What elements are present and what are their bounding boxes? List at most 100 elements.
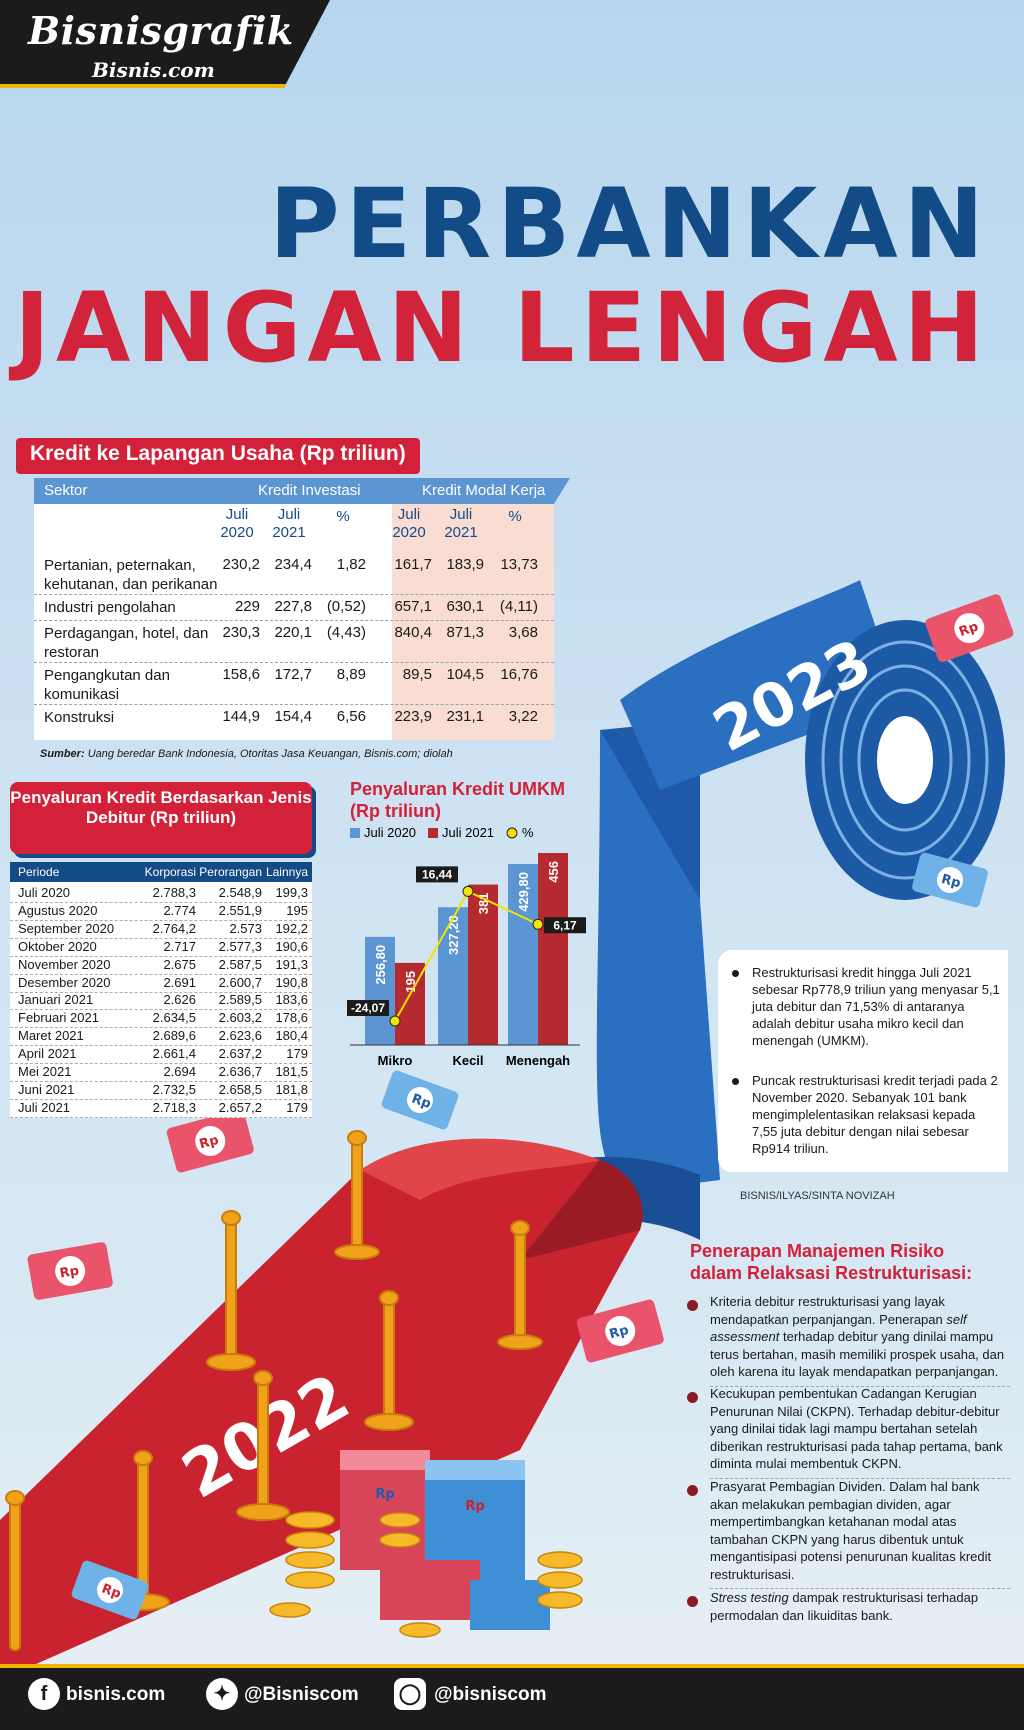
table2-cell: 2.636,7 (218, 1064, 262, 1079)
table2-cell: 2.788,3 (152, 885, 196, 900)
table2-cell: 181,8 (275, 1081, 308, 1097)
table2-cell: 2.764,2 (152, 920, 196, 936)
table1-value: 154,4 (274, 708, 312, 725)
bar-value-label: 195 (403, 971, 418, 993)
facebook-icon[interactable]: f (28, 1678, 60, 1710)
table2-cell: 2.551,9 (218, 902, 262, 918)
note-bullet-1 (732, 970, 739, 977)
table1-value: 16,76 (500, 666, 538, 683)
table2-cell: 2.573 (229, 920, 262, 936)
bar-menengah-2020 (508, 864, 538, 1045)
table1-subheader: Juli 2020 (220, 506, 254, 541)
risk-title-line1: Penerapan Manajemen Risiko (690, 1241, 945, 1261)
table1-value: 13,73 (500, 556, 538, 573)
table1-sektor: Perdagangan, hotel, dan restoran (44, 625, 209, 661)
table2-row-divider (10, 902, 312, 903)
table2-header: Perorangan (199, 865, 262, 879)
table2-cell: 195 (286, 902, 308, 918)
bar-kecil-2021 (468, 884, 498, 1045)
chart-title: Penyaluran Kredit UMKM (Rp triliun) (350, 779, 566, 821)
risk-bullet-2 (687, 1392, 698, 1403)
table1-body-bg (34, 504, 392, 740)
rp-symbol: Rp (198, 1133, 221, 1152)
table1-subheader: Juli 2020 (392, 506, 426, 541)
table1-sektor: Industri pengolahan (44, 599, 176, 616)
table1-value: 183,9 (446, 556, 484, 573)
table2-cell: 2.691 (163, 974, 196, 990)
table1-value: 657,1 (394, 598, 432, 615)
table2-cell: 2.694 (163, 1064, 196, 1079)
table1-value: 630,1 (446, 598, 484, 615)
table1-value: 871,3 (446, 624, 484, 641)
table2-cell: 2.717 (163, 938, 196, 954)
table1-header-sektor: Sektor (44, 482, 88, 499)
table2-cell: Juni 2021 (18, 1081, 75, 1097)
footer-twitter[interactable]: @Bisniscom (244, 1684, 359, 1705)
percent-label: 6,17 (553, 918, 577, 932)
table2-cell: 180,4 (275, 1028, 308, 1044)
table1-value: 229 (234, 598, 260, 615)
table2-cell: 179 (286, 1046, 308, 1062)
money-stacks (269, 1450, 583, 1638)
rp-symbol: Rp (410, 1091, 433, 1112)
table1-value: (4,43) (326, 624, 366, 641)
headline-line2: JANGAN LENGAH (14, 272, 990, 384)
table1-value: 3,22 (508, 708, 538, 725)
category-label: Menengah (506, 1053, 570, 1068)
bar-mikro-2020 (365, 936, 395, 1045)
legend-swatch-juli-2021 (428, 828, 438, 838)
footer-facebook[interactable]: bisnis.com (66, 1684, 166, 1705)
table1-value: 8,89 (336, 666, 366, 683)
category-label: Mikro (378, 1053, 413, 1068)
table2-header: Periode (18, 865, 60, 879)
brand-logo-sub: Bisnis.com (92, 58, 215, 82)
table1-header-bar (34, 478, 570, 504)
table2-cell: 199,3 (275, 885, 308, 900)
table2-row-divider (10, 973, 312, 975)
risk-item-4: Stress testing dampak restrukturisasi te… (710, 1590, 979, 1623)
risk-title: Penerapan Manajemen Risiko dalam Relaksa… (690, 1240, 972, 1284)
table2-cell: Februari 2021 (18, 1010, 99, 1026)
table1-value: 234,4 (274, 556, 312, 573)
table1-value: 3,68 (508, 624, 538, 641)
twitter-icon[interactable]: ✦ (206, 1678, 238, 1710)
credit-line: BISNIS/ILYAS/SINTA NOVIZAH (740, 1190, 895, 1202)
table1-value: 172,7 (274, 666, 312, 683)
table2-cell: 191,3 (275, 956, 308, 972)
rp-symbol: Rp (100, 1581, 123, 1602)
footer-instagram[interactable]: @bisniscom (434, 1684, 547, 1705)
table2-cell: 2.634,5 (152, 1010, 196, 1026)
table1-value: 104,5 (446, 666, 484, 683)
table1-value: 230,3 (222, 624, 260, 641)
percent-point (389, 1015, 401, 1027)
table2-cell: 181,5 (275, 1064, 308, 1079)
table1-source-text: Uang beredar Bank Indonesia, Otoritas Ja… (87, 748, 453, 760)
table1-value: 6,56 (336, 708, 366, 725)
table1-row-divider (34, 704, 554, 705)
rp-symbol: Rp (940, 872, 963, 891)
bar-value-label: 456 (546, 861, 561, 883)
rp-symbol: Rp (59, 1263, 81, 1281)
instagram-icon[interactable]: ◯ (394, 1678, 426, 1710)
table2-cell: 2.626 (163, 992, 196, 1008)
notes-box (718, 950, 1008, 1172)
table1-subheader: % (508, 508, 522, 525)
headline-line1: PERBANKAN (269, 168, 990, 280)
percent-label-bg (544, 917, 586, 934)
table2-cell: 2.600,7 (218, 974, 262, 990)
risk-item-2: Kecukupan pembentukan Cadangan Kerugian … (710, 1385, 1010, 1479)
bar-value-label: 256,80 (373, 945, 388, 985)
percent-label-bg (347, 1000, 389, 1017)
table2-cell: 2.587,5 (218, 956, 262, 972)
table2-row-divider (10, 1009, 312, 1011)
table2-row-divider (10, 1045, 312, 1047)
legend-label-percent: % (522, 825, 534, 840)
bar-kecil-2020 (438, 907, 468, 1045)
percent-label: -24,07 (351, 1001, 385, 1015)
table1-value: 161,7 (394, 556, 432, 573)
table2-cell: Juli 2021 (18, 1099, 71, 1115)
table1-row-divider (34, 662, 554, 663)
table1-value: 1,82 (336, 556, 366, 573)
legend-swatch-juli-2020 (350, 828, 360, 838)
table2-cell: 2.718,3 (152, 1099, 196, 1115)
